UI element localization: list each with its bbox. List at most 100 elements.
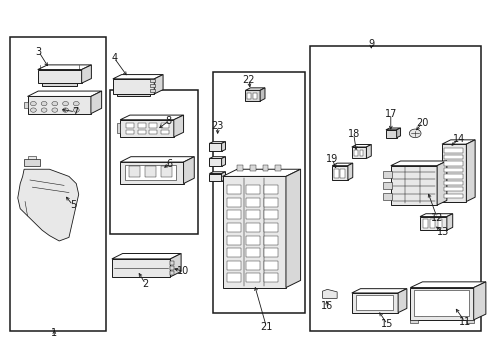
- Bar: [245, 223, 259, 232]
- Polygon shape: [366, 144, 370, 158]
- Bar: [264, 261, 278, 270]
- Bar: [413, 291, 468, 316]
- Bar: [275, 165, 281, 171]
- Text: 13: 13: [436, 227, 448, 237]
- Polygon shape: [113, 75, 163, 79]
- Polygon shape: [81, 65, 91, 83]
- Polygon shape: [221, 157, 225, 166]
- Polygon shape: [209, 143, 221, 151]
- Circle shape: [41, 102, 47, 106]
- Bar: [149, 130, 157, 134]
- Polygon shape: [441, 140, 474, 144]
- Circle shape: [408, 129, 420, 138]
- Bar: [227, 235, 241, 244]
- Polygon shape: [285, 169, 300, 288]
- Text: 11: 11: [458, 317, 470, 327]
- Bar: [170, 271, 174, 275]
- Bar: [444, 194, 462, 198]
- Text: 17: 17: [384, 109, 396, 119]
- Polygon shape: [322, 289, 336, 298]
- Polygon shape: [347, 163, 352, 180]
- Polygon shape: [409, 288, 473, 320]
- Bar: [262, 165, 268, 171]
- Text: 15: 15: [381, 319, 393, 329]
- Polygon shape: [38, 65, 91, 69]
- Polygon shape: [245, 88, 264, 90]
- Bar: [145, 166, 156, 177]
- Bar: [170, 261, 174, 265]
- Bar: [150, 84, 155, 87]
- Bar: [264, 273, 278, 282]
- Polygon shape: [113, 79, 154, 94]
- Polygon shape: [120, 157, 194, 162]
- Polygon shape: [466, 320, 473, 323]
- Bar: [444, 181, 462, 185]
- Polygon shape: [385, 128, 400, 130]
- Bar: [170, 266, 174, 270]
- Polygon shape: [173, 115, 183, 137]
- Bar: [149, 123, 157, 128]
- Bar: [444, 148, 462, 153]
- Polygon shape: [18, 169, 79, 241]
- Polygon shape: [209, 158, 221, 166]
- Text: 23: 23: [211, 121, 224, 131]
- Bar: [264, 235, 278, 244]
- Text: 14: 14: [452, 134, 464, 144]
- Polygon shape: [221, 141, 225, 151]
- Bar: [247, 93, 251, 99]
- Text: 19: 19: [325, 154, 338, 164]
- Polygon shape: [91, 91, 102, 114]
- Polygon shape: [385, 130, 396, 138]
- Bar: [227, 223, 241, 232]
- Bar: [245, 211, 259, 220]
- Polygon shape: [209, 141, 225, 143]
- Bar: [383, 171, 391, 178]
- Polygon shape: [351, 147, 366, 158]
- Polygon shape: [331, 163, 352, 166]
- Polygon shape: [209, 157, 225, 158]
- Polygon shape: [23, 102, 27, 108]
- Bar: [227, 185, 241, 194]
- Bar: [245, 248, 259, 257]
- Bar: [150, 89, 155, 92]
- Polygon shape: [419, 217, 446, 230]
- Polygon shape: [27, 96, 91, 114]
- Bar: [227, 273, 241, 282]
- Polygon shape: [397, 289, 406, 313]
- Bar: [444, 161, 462, 166]
- Text: 9: 9: [367, 39, 374, 49]
- Bar: [249, 165, 255, 171]
- Polygon shape: [221, 172, 225, 181]
- Bar: [245, 198, 259, 207]
- Circle shape: [30, 102, 36, 106]
- Circle shape: [41, 108, 47, 112]
- Polygon shape: [351, 289, 406, 293]
- Polygon shape: [170, 253, 181, 277]
- Bar: [264, 248, 278, 257]
- Polygon shape: [473, 282, 485, 320]
- Polygon shape: [409, 320, 417, 323]
- Bar: [310, 45, 480, 330]
- Polygon shape: [27, 156, 36, 159]
- Polygon shape: [331, 166, 347, 180]
- Polygon shape: [351, 293, 397, 313]
- Polygon shape: [466, 140, 474, 202]
- Circle shape: [73, 102, 79, 106]
- Text: 22: 22: [242, 75, 255, 85]
- Bar: [359, 150, 363, 156]
- Bar: [161, 166, 171, 177]
- Polygon shape: [42, 83, 77, 86]
- Polygon shape: [260, 88, 264, 101]
- Bar: [245, 273, 259, 282]
- Text: 4: 4: [111, 53, 117, 63]
- Polygon shape: [396, 128, 400, 138]
- Polygon shape: [209, 174, 221, 181]
- Text: 2: 2: [142, 279, 148, 289]
- Polygon shape: [436, 161, 446, 205]
- Bar: [227, 261, 241, 270]
- Bar: [138, 130, 145, 134]
- Polygon shape: [409, 282, 485, 288]
- Bar: [245, 185, 259, 194]
- Bar: [264, 211, 278, 220]
- Polygon shape: [222, 176, 285, 288]
